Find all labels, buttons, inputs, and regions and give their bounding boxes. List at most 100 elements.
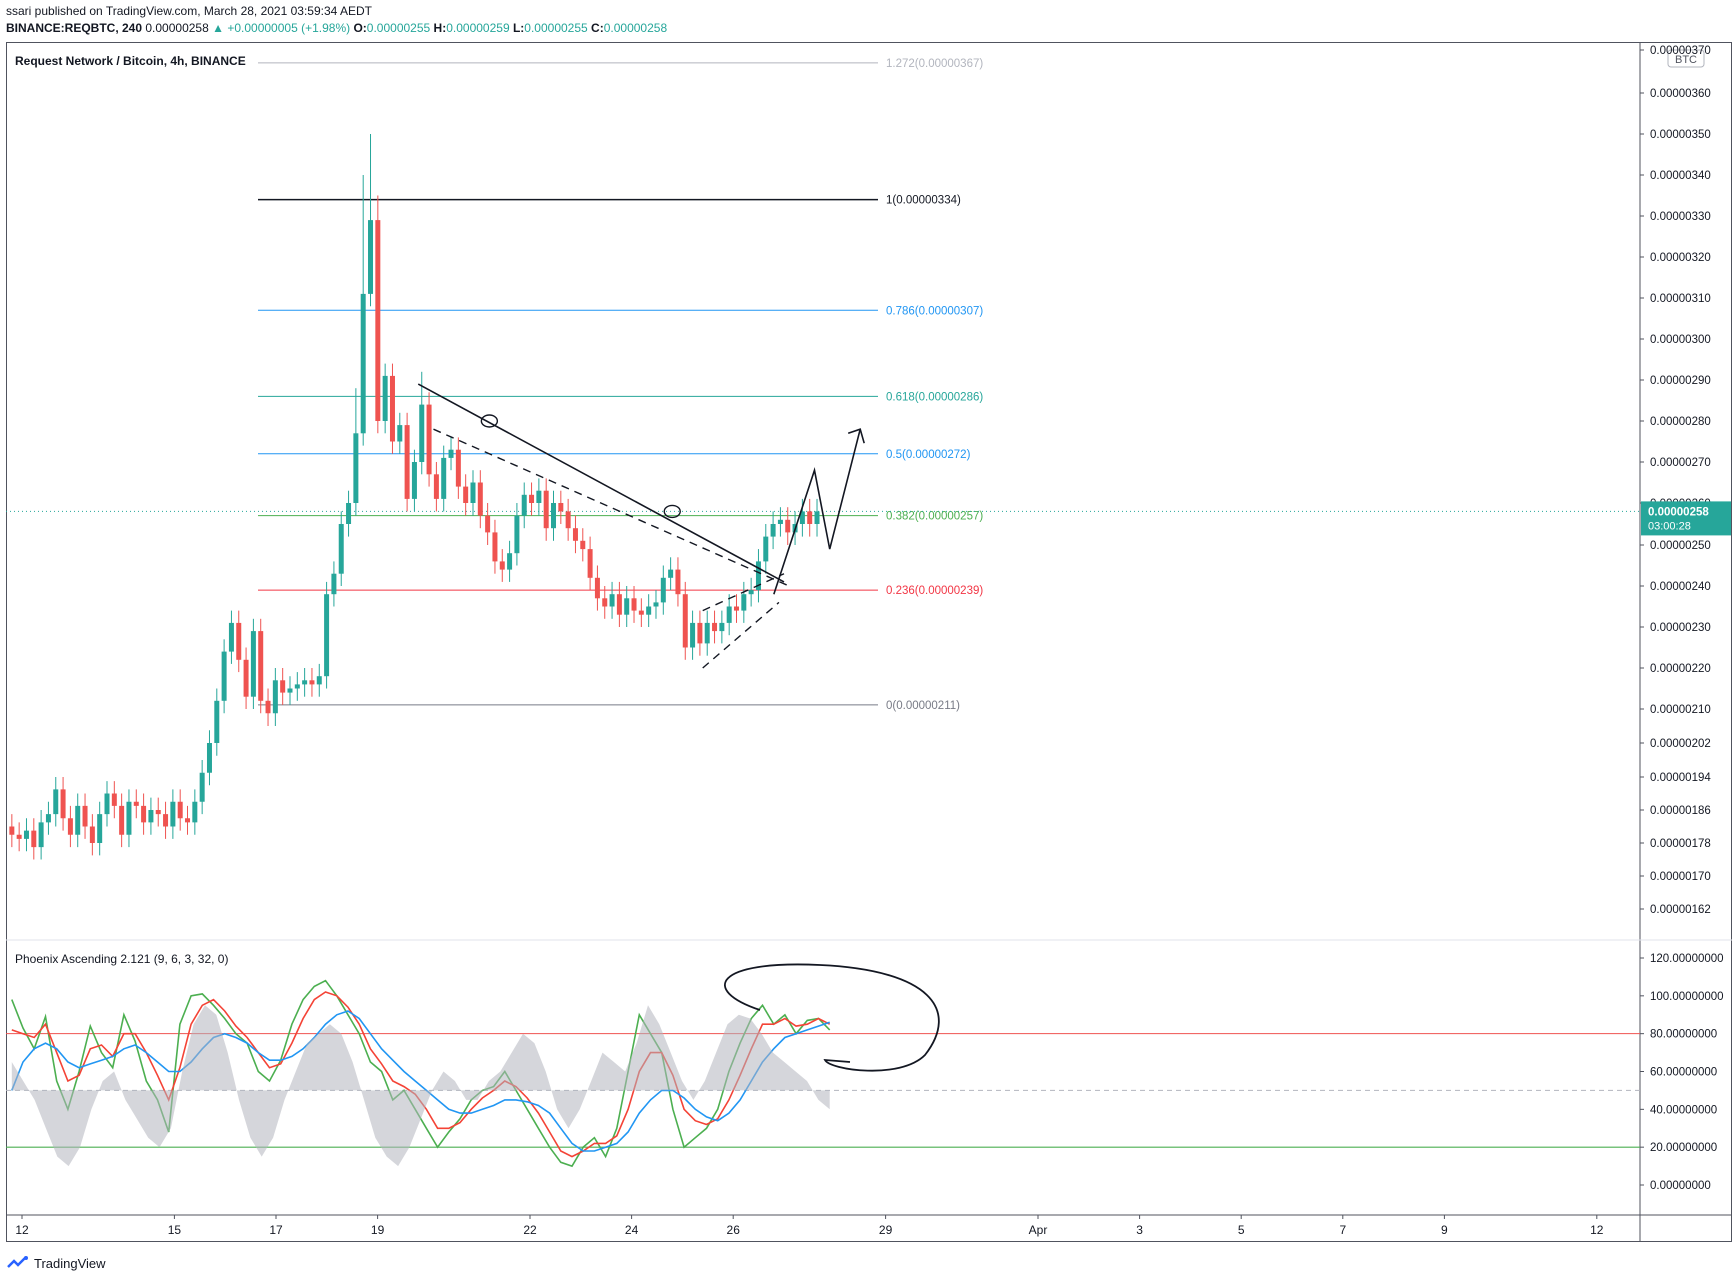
candle-body [448, 449, 454, 458]
candle-body [536, 490, 542, 503]
price-tick-label: 0.00000330 [1650, 211, 1711, 223]
candle-body [67, 818, 73, 835]
price-tick-label: 0.00000360 [1650, 88, 1711, 100]
candle-body [309, 680, 315, 685]
publish-info: ssari published on TradingView.com, Marc… [6, 4, 372, 18]
price-tick-label: 0.00000350 [1650, 129, 1711, 141]
time-tick-label: 12 [15, 1223, 29, 1237]
candle-body [609, 594, 615, 607]
time-tick-label: 24 [625, 1223, 639, 1237]
tradingview-logo-icon [7, 1256, 28, 1268]
price-tick-label: 0.00000310 [1650, 293, 1711, 305]
candle-body [624, 598, 630, 615]
price-tick-label: 0.00000202 [1650, 738, 1711, 750]
candle-body [31, 830, 37, 848]
candle-body [331, 573, 337, 595]
candle-body [316, 676, 322, 685]
price-tick-label: 0.00000178 [1650, 838, 1711, 850]
candle-body [404, 425, 410, 499]
main-chart-title: Request Network / Bitcoin, 4h, BINANCE [15, 54, 246, 68]
candle-body [697, 622, 703, 644]
candle-body [521, 494, 527, 516]
candle-body [294, 684, 300, 689]
price-tick-label: 0.00000220 [1650, 663, 1711, 675]
osc-tick-label: 80.00000000 [1650, 1029, 1717, 1041]
time-tick-label: 9 [1441, 1223, 1448, 1237]
currency-badge-label: BTC [1675, 54, 1697, 66]
high-value: 0.00000259 [446, 21, 510, 35]
price-tick-label: 0.00000210 [1650, 704, 1711, 716]
candle-body [529, 494, 535, 503]
ascending-dashed-top [702, 573, 785, 612]
candle-body [104, 793, 110, 815]
candle-body [280, 680, 286, 693]
candle-body [177, 801, 183, 819]
candle-body [675, 569, 681, 595]
candle-body [272, 680, 278, 714]
candle-body [228, 622, 234, 652]
circle-mark [663, 504, 681, 519]
candle-body [97, 814, 103, 843]
fib-level-label: 0.382(0.00000257) [886, 511, 983, 523]
fib-level-label: 0.5(0.00000272) [886, 449, 971, 461]
dashed-trendline [433, 428, 790, 587]
candle-body [185, 818, 191, 823]
candle-body [53, 789, 59, 815]
candle-body [770, 524, 776, 537]
candle-body [704, 622, 710, 644]
price-change: ▲ +0.00000005 (+1.98%) [212, 21, 351, 35]
projection-zigzag-arrow [773, 429, 861, 595]
candle-body [214, 700, 220, 743]
fib-level-label: 0.618(0.00000286) [886, 391, 983, 403]
price-tick-label: 0.00000340 [1650, 170, 1711, 182]
time-tick-label: 12 [1590, 1223, 1604, 1237]
osc-tick-label: 60.00000000 [1650, 1067, 1717, 1079]
candle-body [433, 474, 439, 499]
price-tick-label: 0.00000290 [1650, 375, 1711, 387]
candle-body [492, 532, 498, 562]
candle-body [382, 375, 388, 421]
arrow-head-icon [847, 428, 865, 444]
candle-body [543, 490, 549, 529]
candle-body [712, 622, 718, 632]
candle-body [763, 536, 769, 562]
candle-body [60, 789, 66, 819]
candle-body [616, 594, 622, 615]
candle-body [814, 511, 820, 524]
price-tick-label: 0.00000370 [1650, 45, 1711, 57]
candle-body [411, 462, 417, 499]
candle-body [397, 425, 403, 442]
candle-body [265, 700, 271, 714]
candle-body [368, 220, 374, 294]
candle-body [346, 503, 352, 524]
circle-highlight-mark [724, 963, 940, 1072]
candle-body [572, 528, 578, 541]
candle-body [360, 293, 366, 434]
candle-body [565, 511, 571, 529]
candle-body [206, 743, 212, 773]
candle-body [594, 577, 600, 599]
price-tick-label: 0.00000162 [1650, 904, 1711, 916]
candle-body [668, 569, 674, 578]
candle-body [221, 651, 227, 701]
candle-body [558, 503, 564, 512]
candle-body [243, 659, 249, 697]
currency-badge [1667, 49, 1705, 68]
close-value: 0.00000258 [603, 21, 668, 35]
candle-body [163, 814, 169, 827]
candle-body [807, 511, 813, 524]
osc-series-blue [11, 1010, 830, 1152]
price-tick-label: 0.00000300 [1650, 334, 1711, 346]
osc-tick-label: 120.00000000 [1650, 953, 1724, 965]
price-tick-label: 0.00000280 [1650, 416, 1711, 428]
candle-body [499, 561, 505, 570]
osc-series-green [11, 979, 831, 1168]
candle-body [170, 801, 176, 827]
time-tick-label: 26 [727, 1223, 741, 1237]
candle-body [23, 830, 29, 839]
candle-body [9, 826, 15, 835]
candle-body [141, 805, 147, 823]
candle-body [470, 482, 476, 503]
candle-body [192, 801, 198, 823]
